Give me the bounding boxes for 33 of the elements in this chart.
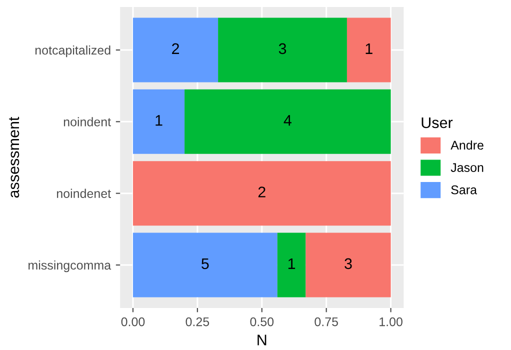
bar: [306, 232, 391, 298]
y-axis-title: assessment: [9, 116, 20, 198]
annotation: 5: [202, 258, 209, 270]
bar: [132, 18, 218, 82]
bar: [132, 89, 185, 154]
y-tick-label: noindent: [64, 117, 111, 126]
bar: [132, 161, 391, 226]
legend-title: User: [422, 117, 453, 128]
annotation: 2: [258, 186, 266, 198]
x-tick-label: 0.50: [250, 317, 274, 326]
y-tick-label: noindenet: [56, 188, 111, 198]
legend-label: Sara: [451, 185, 478, 194]
bar: [346, 18, 391, 82]
y-tick-label: missingcomma: [28, 260, 112, 272]
annotation: 2: [172, 43, 179, 54]
y-tick-label: notcapitalized: [35, 45, 110, 58]
x-tick-label: 0.75: [314, 317, 338, 326]
annotation: 1: [366, 43, 372, 54]
annotation: 3: [344, 258, 352, 270]
bar: [132, 232, 278, 298]
x-tick-label: 0.00: [121, 317, 145, 326]
bar: [277, 232, 306, 298]
annotation: 1: [156, 115, 162, 126]
legend-label: Andre: [450, 140, 484, 150]
x-axis-title: N: [258, 334, 266, 346]
x-tick-label: 1.00: [380, 317, 402, 326]
annotation: 3: [278, 43, 286, 54]
x-tick-label: 0.25: [186, 317, 210, 326]
bar: [218, 18, 347, 82]
annotation: 1: [288, 258, 296, 269]
legend-label: Jason: [450, 163, 484, 172]
annotation: 4: [284, 115, 292, 126]
bar: [184, 89, 391, 154]
